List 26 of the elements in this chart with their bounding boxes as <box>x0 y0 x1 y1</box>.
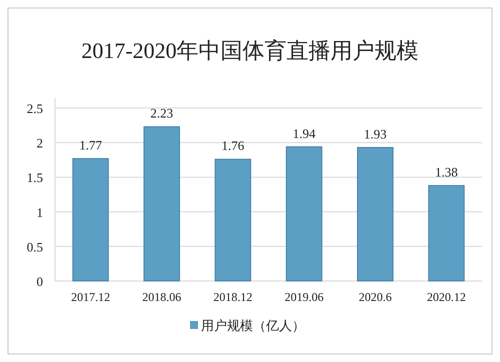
bar <box>144 126 180 282</box>
chart-title: 2017-2020年中国体育直播用户规模 <box>81 38 419 63</box>
x-tick-label: 2019.06 <box>284 290 324 304</box>
bar <box>214 158 252 282</box>
x-tick-label: 2020.6 <box>358 290 392 304</box>
data-label: 1.38 <box>435 164 458 180</box>
y-tick-label: 2.5 <box>26 101 43 116</box>
x-tick-label: 2018.06 <box>142 290 182 304</box>
y-tick-label: 0.5 <box>26 239 43 254</box>
x-tick-label: 2020.12 <box>426 290 466 304</box>
data-label: 1.77 <box>79 138 102 153</box>
x-tick-label: 2018.12 <box>213 290 252 304</box>
y-tick-label: 0 <box>36 274 43 289</box>
data-label: 1.94 <box>292 126 316 141</box>
x-tick-label: 2017.12 <box>71 290 110 304</box>
legend-label: 用户规模（亿人） <box>201 318 305 333</box>
bar <box>72 158 109 282</box>
bar <box>286 146 322 282</box>
y-tick-label: 2 <box>36 136 43 151</box>
data-label: 1.76 <box>222 138 245 154</box>
bar <box>428 185 465 282</box>
data-label: 2.23 <box>150 106 174 121</box>
y-tick-label: 1.5 <box>26 170 43 186</box>
bar <box>357 147 394 282</box>
y-tick-label: 1 <box>36 204 43 220</box>
data-label: 1.93 <box>364 126 387 142</box>
